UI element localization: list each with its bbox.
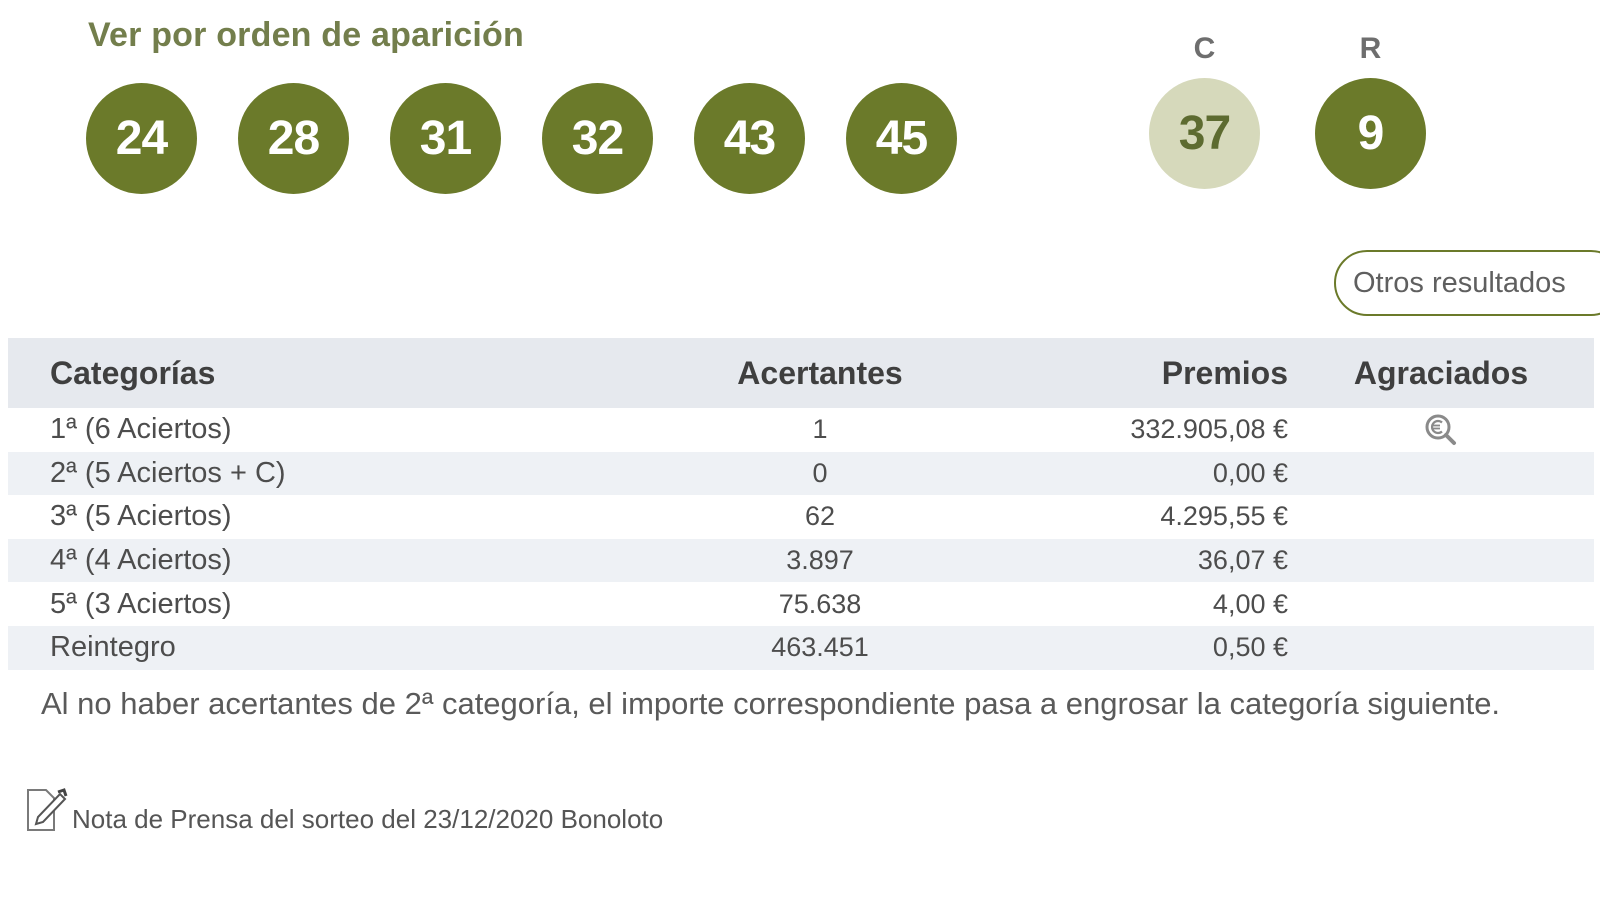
prize-cell: 332.905,08 € xyxy=(1130,414,1288,445)
table-row: Reintegro 463.451 0,50 € xyxy=(8,625,1594,670)
second-category-note: Al no haber acertantes de 2ª categoría, … xyxy=(41,686,1501,721)
category-cell: Reintegro xyxy=(8,625,570,670)
agraciados-cell xyxy=(1288,538,1594,583)
press-note-label: Nota de Prensa del sorteo del 23/12/2020… xyxy=(72,804,664,834)
prize-cell: 4,00 € xyxy=(1212,588,1288,619)
category-cell: 2ª (5 Aciertos + C) xyxy=(8,451,570,496)
header-acertantes: Acertantes xyxy=(570,338,1070,408)
category-cell: 3ª (5 Aciertos) xyxy=(50,500,232,533)
edit-document-icon xyxy=(27,788,68,831)
winning-numbers: 24 28 31 32 43 45 xyxy=(86,83,957,194)
header-categorias: Categorías xyxy=(8,338,570,408)
prize-cell: 36,07 € xyxy=(1070,538,1288,583)
header-premios: Premios xyxy=(1070,338,1288,408)
table-row: 2ª (5 Aciertos + C) 0 0,00 € xyxy=(8,451,1594,496)
table-row: 5ª (3 Aciertos) 75.638 4,00 € xyxy=(8,582,1594,626)
complementario-ball: 37 xyxy=(1149,78,1260,189)
complementario: C 37 xyxy=(1149,28,1260,189)
category-cell: 5ª (3 Aciertos) xyxy=(50,587,232,620)
winners-cell: 1 xyxy=(812,414,828,445)
agraciados-cell xyxy=(1288,495,1594,539)
table-row: 1ª (6 Aciertos) 1 332.905,08 € xyxy=(8,408,1594,452)
winners-cell: 62 xyxy=(804,501,836,532)
winners-cell: 463.451 xyxy=(570,625,1070,670)
other-results-button[interactable]: Otros resultados xyxy=(1334,250,1600,316)
agraciados-cell xyxy=(1288,582,1594,626)
header-agraciados: Agraciados xyxy=(1288,338,1594,408)
prize-cell: 0,50 € xyxy=(1070,625,1288,670)
prizes-table: Categorías Acertantes Premios Agraciados… xyxy=(8,338,1594,670)
table-row: 3ª (5 Aciertos) 62 4.295,55 € xyxy=(8,495,1594,539)
complementario-label: C xyxy=(1193,32,1216,65)
number-ball: 28 xyxy=(238,83,349,194)
prize-cell: 4.295,55 € xyxy=(1160,501,1288,532)
number-ball: 32 xyxy=(542,83,653,194)
press-note-link[interactable]: Nota de Prensa del sorteo del 23/12/2020… xyxy=(24,786,664,834)
reintegro-ball: 9 xyxy=(1315,78,1426,189)
category-cell: 4ª (4 Aciertos) xyxy=(8,538,570,583)
number-ball: 45 xyxy=(846,83,957,194)
agraciados-cell xyxy=(1288,408,1594,452)
table-header-row: Categorías Acertantes Premios Agraciados xyxy=(8,338,1594,408)
number-ball: 31 xyxy=(390,83,501,194)
winners-cell: 0 xyxy=(570,451,1070,496)
search-euro-icon[interactable] xyxy=(1423,412,1459,448)
reintegro-label: R xyxy=(1359,32,1382,65)
reintegro: R 9 xyxy=(1315,28,1426,189)
winners-cell: 75.638 xyxy=(778,588,862,619)
table-row: 4ª (4 Aciertos) 3.897 36,07 € xyxy=(8,538,1594,583)
number-ball: 24 xyxy=(86,83,197,194)
agraciados-cell xyxy=(1288,625,1594,670)
category-cell: 1ª (6 Aciertos) xyxy=(50,413,232,446)
prize-cell: 0,00 € xyxy=(1070,451,1288,496)
agraciados-cell xyxy=(1288,451,1594,496)
winners-cell: 3.897 xyxy=(570,538,1070,583)
order-toggle-link[interactable]: Ver por orden de aparición xyxy=(88,16,524,54)
number-ball: 43 xyxy=(694,83,805,194)
